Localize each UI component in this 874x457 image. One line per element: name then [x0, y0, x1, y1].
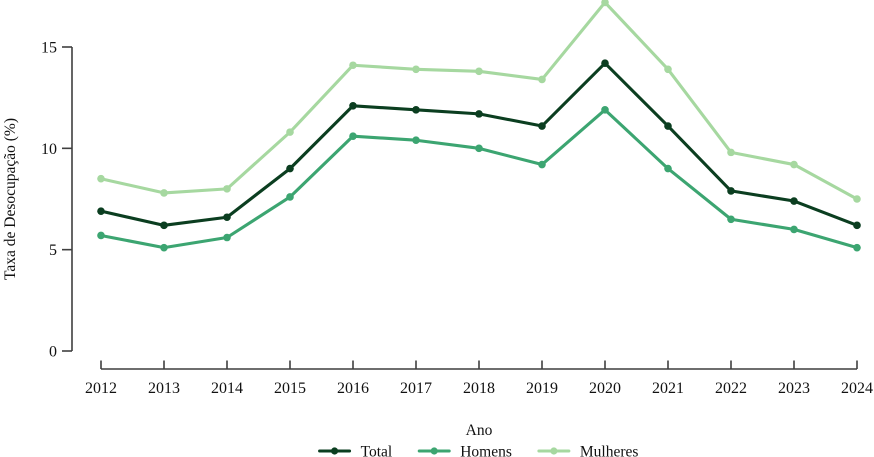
data-point-homens — [286, 193, 294, 201]
x-axis-title: Ano — [466, 422, 493, 439]
x-tick-label: 2023 — [778, 380, 810, 397]
legend-item-homens: Homens — [417, 444, 512, 457]
series-line-homens — [99, 108, 859, 250]
data-point-total — [223, 213, 231, 222]
data-point-homens — [349, 132, 357, 140]
x-tick-label: 2020 — [589, 380, 621, 397]
data-point-homens — [601, 106, 609, 114]
y-tick-label: 15 — [41, 39, 57, 56]
data-point-homens — [97, 231, 105, 240]
data-point-total — [790, 197, 798, 205]
data-point-total — [727, 187, 735, 195]
data-point-mulheres — [286, 128, 294, 136]
legend-item-mulheres: Mulheres — [537, 444, 639, 457]
x-tick-label: 2013 — [148, 380, 180, 397]
x-tick-label: 2018 — [463, 380, 495, 397]
x-tick-label: 2014 — [211, 380, 243, 397]
plot-series — [97, 0, 861, 252]
data-point-mulheres — [853, 195, 861, 203]
y-axis: 0 5 10 15 — [41, 39, 73, 361]
data-point-mulheres — [160, 189, 168, 197]
x-tick-label: 2016 — [337, 380, 369, 397]
data-point-homens — [160, 243, 168, 252]
data-point-total — [97, 207, 105, 215]
data-point-total — [160, 221, 168, 230]
x-tick-label: 2017 — [400, 380, 432, 397]
data-point-total — [286, 164, 294, 173]
data-point-total — [853, 221, 861, 230]
data-point-mulheres — [790, 160, 798, 169]
data-point-total — [538, 122, 546, 130]
y-axis-title: Taxa de Desocupação (%) — [2, 118, 19, 280]
y-tick-label: 5 — [49, 242, 57, 259]
data-point-mulheres — [97, 174, 105, 183]
x-tick-label: 2012 — [85, 380, 117, 397]
data-point-mulheres — [223, 185, 231, 193]
x-axis: 2012 2013 2014 2015 2016 2017 2018 2019 2020 2021… — [85, 360, 873, 397]
data-point-mulheres — [475, 67, 483, 76]
x-tick-label: 2022 — [715, 380, 747, 397]
data-point-mulheres — [727, 148, 735, 157]
data-point-homens — [223, 233, 231, 242]
data-point-total — [601, 59, 609, 68]
data-point-mulheres — [538, 75, 546, 84]
legend-label: Total — [361, 444, 393, 457]
data-point-homens — [853, 243, 861, 252]
data-point-homens — [538, 160, 546, 169]
data-point-total — [412, 106, 420, 114]
x-tick-label: 2024 — [841, 380, 873, 397]
y-tick-label: 0 — [49, 344, 57, 361]
data-point-mulheres — [412, 65, 420, 74]
x-tick-label: 2019 — [526, 380, 558, 397]
series-line-mulheres — [99, 0, 859, 201]
x-tick-label: 2021 — [652, 380, 684, 397]
data-point-total — [664, 122, 672, 130]
legend: Total Homens Mulheres — [318, 444, 639, 457]
data-point-total — [475, 110, 483, 118]
legend-label: Homens — [460, 444, 512, 457]
data-point-mulheres — [601, 0, 609, 7]
legend-dot-marker — [550, 447, 558, 455]
data-point-homens — [664, 164, 672, 173]
y-tick-label: 10 — [41, 141, 57, 158]
legend-label: Mulheres — [580, 444, 639, 457]
data-point-homens — [727, 215, 735, 224]
data-point-homens — [412, 136, 420, 145]
data-point-mulheres — [664, 65, 672, 74]
data-point-mulheres — [349, 61, 357, 70]
legend-item-total: Total — [318, 444, 393, 457]
x-tick-label: 2015 — [274, 380, 306, 397]
legend-dot-marker — [430, 447, 438, 455]
series-line-total — [99, 61, 859, 227]
data-point-homens — [475, 144, 483, 153]
data-point-total — [349, 101, 357, 110]
data-point-homens — [790, 225, 798, 234]
legend-dot-marker — [330, 447, 339, 455]
